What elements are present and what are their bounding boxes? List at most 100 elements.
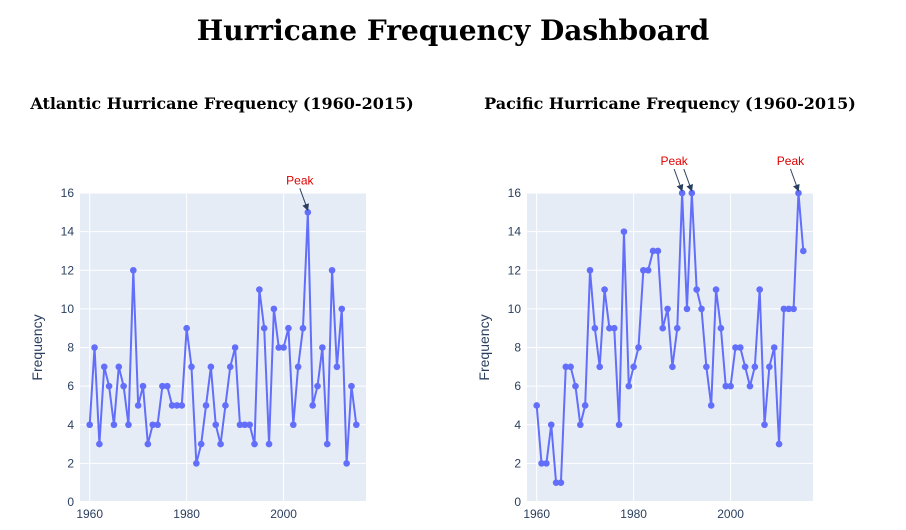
- pacific-data-point: [615, 421, 623, 429]
- pacific-annotation-arrow: [683, 168, 693, 192]
- atlantic-data-point: [309, 402, 316, 409]
- atlantic-data-point: [314, 382, 321, 390]
- pacific-x-tick-label: 1980: [620, 507, 647, 521]
- pacific-data-point: [707, 402, 715, 409]
- atlantic-data-point: [91, 344, 98, 351]
- pacific-y-tick-label: 14: [508, 225, 522, 239]
- atlantic-data-point: [299, 324, 307, 332]
- pacific-data-point: [649, 247, 657, 255]
- atlantic-data-point: [202, 402, 210, 409]
- atlantic-data-point: [115, 363, 123, 371]
- pacific-data-point: [630, 363, 637, 371]
- pacific-annotation-arrow: [673, 168, 684, 192]
- pacific-y-tick-label: 4: [514, 418, 521, 432]
- atlantic-data-point: [246, 421, 253, 429]
- pacific-data-point: [698, 305, 705, 313]
- pacific-data-point: [644, 266, 652, 274]
- pacific-x-tick-label: 1960: [523, 507, 550, 521]
- pacific-annotation-label: Peak: [777, 154, 805, 168]
- pacific-y-axis-title: Frequency: [476, 314, 492, 380]
- atlantic-data-point: [159, 382, 166, 390]
- pacific-data-point: [683, 305, 691, 313]
- pacific-chart-title: Pacific Hurricane Frequency (1960-2015): [484, 94, 856, 113]
- pacific-chart: 1960 1980 2000 0 2 4 6 8 10 12 14 16 Frequency Peak Pe…: [476, 154, 813, 521]
- atlantic-data-point: [207, 363, 215, 371]
- pacific-data-point: [727, 382, 734, 390]
- atlantic-data-point: [338, 305, 346, 313]
- atlantic-data-point: [333, 363, 341, 371]
- atlantic-y-tick-label: 10: [61, 302, 75, 316]
- atlantic-data-point: [139, 382, 147, 390]
- pacific-data-point: [572, 382, 579, 390]
- atlantic-data-point: [173, 402, 181, 409]
- pacific-data-point: [712, 286, 720, 293]
- pacific-data-point: [717, 324, 725, 332]
- pacific-y-tick-label: 8: [514, 341, 521, 355]
- atlantic-annotation-arrow: [299, 188, 309, 211]
- pacific-data-point: [785, 305, 793, 313]
- pacific-data-point: [654, 247, 662, 255]
- pacific-data-point: [741, 363, 749, 371]
- pacific-data-point: [756, 286, 763, 293]
- atlantic-data-point: [260, 324, 268, 332]
- atlantic-data-point: [236, 421, 244, 429]
- pacific-data-point: [533, 402, 540, 409]
- atlantic-x-tick-label: 1980: [173, 507, 200, 521]
- atlantic-y-tick-label: 12: [61, 263, 75, 277]
- atlantic-data-point: [197, 440, 205, 448]
- pacific-data-point: [640, 266, 647, 274]
- atlantic-data-point: [289, 421, 297, 429]
- pacific-data-point: [625, 382, 633, 390]
- atlantic-y-tick-label: 8: [67, 341, 74, 355]
- pacific-data-point: [770, 344, 778, 351]
- atlantic-data-point: [343, 460, 350, 467]
- pacific-data-point: [557, 479, 565, 486]
- pacific-data-point: [543, 460, 550, 467]
- pacific-data-point: [751, 363, 759, 371]
- pacific-annotation-arrow: [789, 168, 800, 192]
- atlantic-y-tick-label: 6: [67, 379, 74, 393]
- atlantic-data-point: [130, 266, 137, 274]
- atlantic-chart-title: Atlantic Hurricane Frequency (1960-2015): [30, 94, 414, 113]
- pacific-data-point: [746, 382, 754, 390]
- atlantic-annotation-label: Peak: [286, 173, 314, 187]
- atlantic-y-tick-label: 14: [61, 225, 75, 239]
- pacific-y-tick-label: 6: [514, 379, 521, 393]
- atlantic-x-tick-label: 1960: [76, 507, 103, 521]
- atlantic-data-point: [183, 324, 190, 332]
- pacific-data-point: [601, 286, 608, 293]
- atlantic-y-tick-label: 4: [67, 418, 74, 432]
- atlantic-data-point: [154, 421, 161, 429]
- atlantic-data-point: [226, 363, 234, 371]
- atlantic-data-point: [110, 421, 118, 429]
- atlantic-data-point: [149, 421, 157, 429]
- pacific-y-tick-label: 12: [508, 263, 522, 277]
- pacific-data-point: [736, 344, 744, 351]
- atlantic-data-point: [285, 324, 292, 332]
- atlantic-data-point: [134, 402, 142, 409]
- pacific-y-tick-label: 10: [508, 302, 522, 316]
- pacific-data-point: [586, 266, 594, 274]
- pacific-data-point: [722, 382, 730, 390]
- pacific-data-point: [610, 324, 618, 332]
- atlantic-data-point: [294, 363, 302, 371]
- atlantic-data-point: [100, 363, 108, 371]
- atlantic-data-point: [348, 382, 355, 390]
- atlantic-data-point: [275, 344, 283, 351]
- page-title: Hurricane Frequency Dashboard: [196, 14, 710, 47]
- pacific-data-point: [790, 305, 797, 313]
- atlantic-data-point: [212, 421, 220, 429]
- pacific-data-point: [732, 344, 739, 351]
- pacific-data-point: [620, 228, 628, 235]
- pacific-x-tick-label: 2000: [717, 507, 744, 521]
- pacific-data-point: [673, 324, 681, 332]
- pacific-data-point: [703, 363, 710, 371]
- pacific-annotation-label: Peak: [660, 154, 688, 168]
- pacific-data-point: [635, 344, 642, 351]
- atlantic-data-point: [319, 344, 326, 351]
- atlantic-y-tick-label: 16: [61, 186, 75, 200]
- pacific-data-point: [538, 460, 545, 467]
- atlantic-data-point: [251, 440, 258, 448]
- atlantic-data-point: [86, 421, 93, 429]
